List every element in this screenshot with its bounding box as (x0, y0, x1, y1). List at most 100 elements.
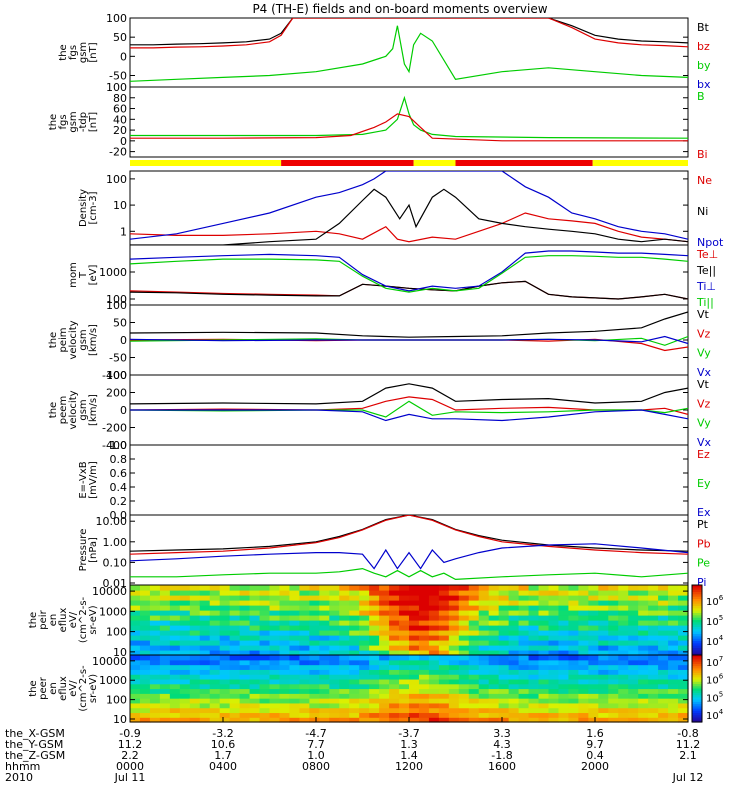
spectrogram-cell (199, 693, 211, 699)
spectrogram-cell (648, 707, 659, 714)
spectrogram-cell (618, 698, 629, 704)
spectrogram-cell (618, 702, 629, 709)
spectrogram-cell (189, 585, 201, 591)
axis-row-value: 4.3 (493, 738, 511, 751)
spectrogram-cell (638, 717, 649, 723)
spectrogram-cell (279, 590, 291, 596)
spectrogram-cell (349, 659, 360, 666)
spectrogram-cell (389, 625, 400, 631)
spectrogram-cell (299, 683, 310, 690)
spectrogram-cell (468, 707, 480, 714)
spectrogram-cell (189, 655, 201, 661)
spectrogram-cell (518, 630, 530, 636)
spectrogram-cell (329, 645, 340, 651)
spectrogram-cell (249, 698, 261, 704)
spectrogram-cell (259, 625, 271, 631)
spectrogram-cell (468, 625, 480, 631)
spectrogram-cell (448, 664, 460, 670)
series-line-Ne (130, 212, 688, 243)
spectrogram-cell (498, 693, 510, 699)
spectrogram-cell (279, 650, 291, 656)
spectrogram-cell (418, 645, 430, 651)
spectrogram-cell (678, 683, 689, 690)
spectrogram-cell (379, 650, 390, 656)
y-axis-label-line: [km/s] (88, 394, 99, 426)
spectrogram-cell (508, 610, 520, 616)
spectrogram-cell (379, 712, 390, 718)
spectrogram-cell (209, 712, 221, 718)
spectrogram-cell (628, 640, 639, 646)
series-line-Bi (130, 113, 688, 142)
spectrogram-cell (219, 693, 231, 699)
spectrogram-cell (349, 688, 360, 694)
spectrogram-cell (409, 717, 420, 723)
spectrogram-cell (159, 650, 171, 656)
spectrogram-cell (359, 600, 370, 606)
spectrogram-cell (658, 674, 669, 680)
spectrogram-cell (159, 693, 171, 699)
colorbar-swatch (692, 706, 702, 710)
spectrogram-cell (618, 674, 629, 680)
spectrogram-cell (638, 645, 649, 651)
spectrogram-cell (229, 698, 241, 704)
spectrogram-cell (668, 615, 679, 621)
y-axis-label-line: velocity (68, 390, 79, 429)
spectrogram-cell (159, 630, 171, 636)
spectrogram-cell (578, 683, 589, 690)
spectrogram-cell (289, 683, 300, 690)
spectrogram-cell (349, 625, 360, 631)
spectrogram-cell (518, 645, 530, 651)
panel-2 (130, 160, 688, 166)
spectrogram-cell (478, 693, 490, 699)
legend-entry: Ez (697, 448, 710, 461)
colorbar-swatch (692, 672, 702, 676)
spectrogram-cell (159, 688, 171, 694)
spectrogram-cell (299, 717, 310, 723)
colorbar-swatch (692, 717, 702, 721)
spectrogram-cell (309, 707, 320, 714)
spectrogram-cell (169, 585, 181, 591)
spectrogram-cell (209, 693, 221, 699)
spectrogram-cell (588, 683, 599, 690)
colorbar-swatch (692, 655, 702, 658)
spectrogram-cell (239, 659, 251, 666)
spectrogram-cell (399, 620, 410, 626)
legend-entry: by (697, 59, 711, 72)
spectrogram-cell (409, 693, 420, 699)
spectrogram-cell (169, 655, 181, 661)
spectrogram-cell (379, 659, 390, 666)
spectrogram-cell (488, 635, 500, 641)
spectrogram-cell (309, 712, 320, 718)
colorbar-swatch (692, 589, 702, 593)
spectrogram-cell (528, 674, 540, 680)
spectrogram-cell (319, 610, 330, 616)
spectrogram-cell (379, 655, 390, 661)
spectrogram-cell (588, 707, 599, 714)
colorbar-swatch (692, 620, 702, 623)
spectrogram-cell (209, 600, 221, 606)
spectrogram-cell (389, 707, 400, 714)
spectrogram-cell (169, 645, 181, 651)
spectrogram-cell (418, 615, 430, 621)
spectrogram-cell (628, 702, 639, 709)
spectrogram-cell (488, 640, 500, 646)
y-axis-label-line: peim (58, 327, 69, 352)
spectrogram-cell (538, 630, 550, 636)
legend-entry: Ti|| (696, 296, 714, 309)
spectrogram-cell (428, 674, 440, 680)
spectrogram-cell (179, 698, 191, 704)
spectrogram-cell (149, 659, 161, 666)
spectrogram-cell (149, 620, 161, 626)
spectrogram-cell (179, 655, 191, 661)
spectrogram-cell (339, 615, 350, 621)
spectrogram-cell (608, 610, 619, 616)
spectrogram-cell (648, 645, 659, 651)
legend-entry: Bt (697, 21, 710, 34)
spectrogram-cell (528, 683, 540, 690)
spectrogram-cell (299, 635, 310, 641)
spectrogram-cell (668, 669, 679, 675)
y-tick-label: 0 (120, 50, 127, 63)
spectrogram-cell (668, 717, 679, 723)
spectrogram-cell (329, 650, 340, 656)
